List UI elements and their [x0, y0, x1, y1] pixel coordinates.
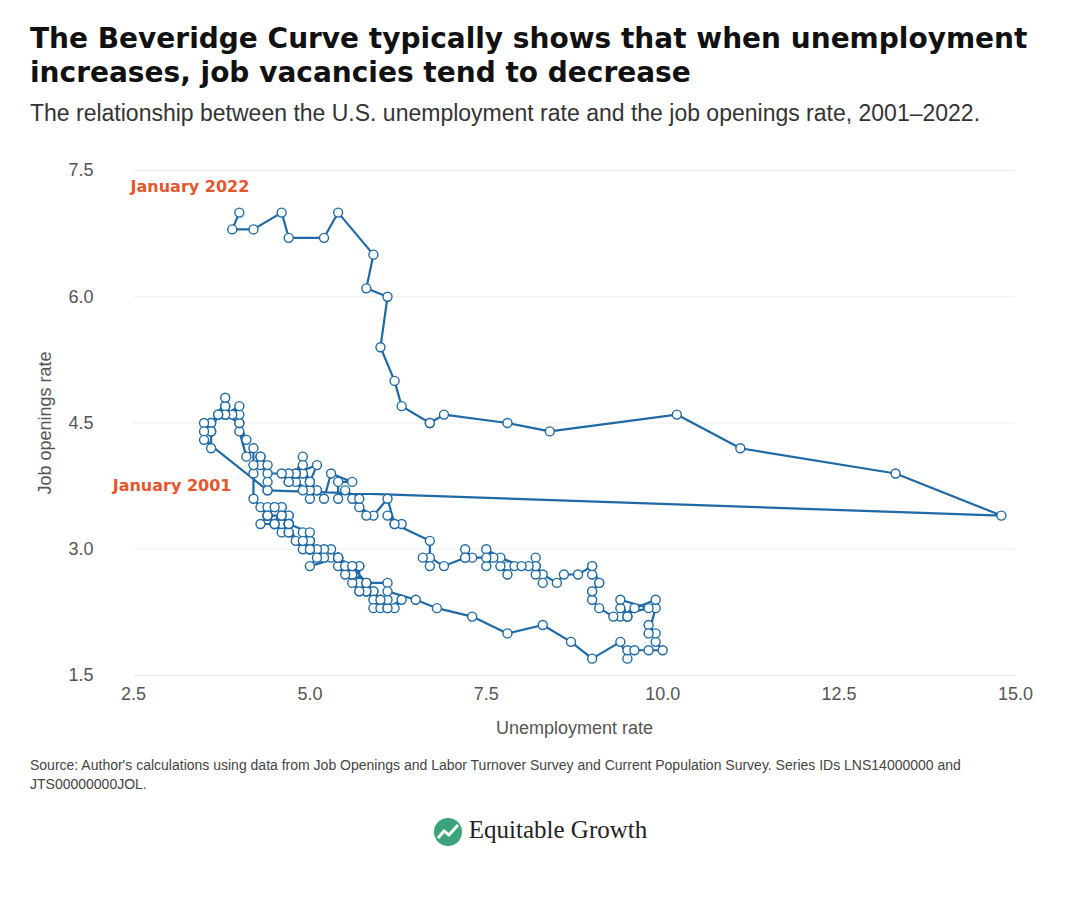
svg-text:7.5: 7.5 — [474, 684, 499, 704]
svg-text:3.0: 3.0 — [68, 539, 93, 559]
html-text:The relationship between the U: The relationship between the U.S. unempl… — [30, 100, 980, 126]
svg-text:10.0: 10.0 — [645, 684, 680, 704]
svg-text:12.5: 12.5 — [822, 684, 857, 704]
html-text:Source: Author's calculations: Source: Author's calculations using data… — [30, 757, 961, 792]
svg-text:2.5: 2.5 — [121, 684, 146, 704]
svg-text:4.5: 4.5 — [68, 413, 93, 433]
svg-text:Unemployment rate: Unemployment rate — [496, 718, 653, 738]
svg-text:1.5: 1.5 — [68, 665, 93, 685]
svg-text:January 2022: January 2022 — [130, 177, 250, 196]
html-text:The Beveridge Curve typically: The Beveridge Curve typically shows that… — [30, 22, 1028, 89]
svg-text:15.0: 15.0 — [998, 684, 1033, 704]
svg-text:January 2001: January 2001 — [112, 476, 232, 495]
svg-text:6.0: 6.0 — [68, 287, 93, 307]
svg-text:Job openings rate: Job openings rate — [35, 351, 55, 494]
svg-text:5.0: 5.0 — [297, 684, 322, 704]
html-text:Equitable Growth: Equitable Growth — [468, 816, 648, 843]
svg-text:7.5: 7.5 — [68, 160, 93, 180]
